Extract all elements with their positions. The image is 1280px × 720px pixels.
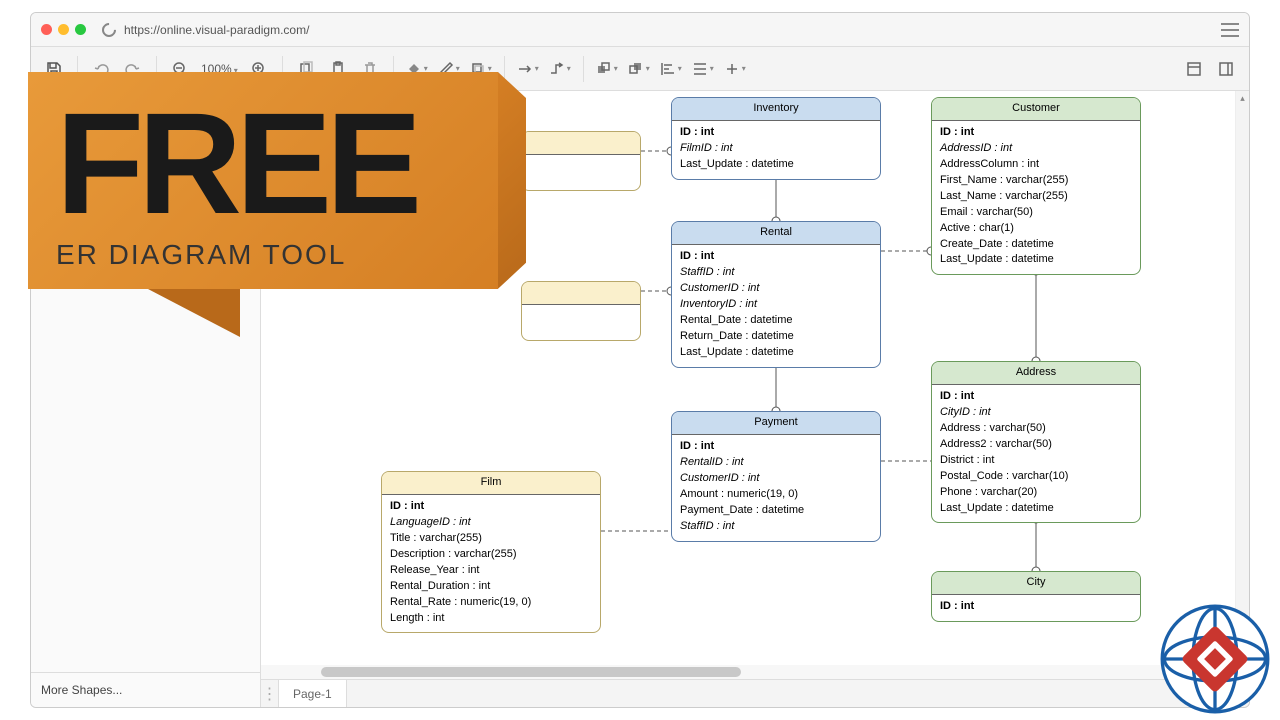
tab-drag-handle[interactable]: ⋮ — [261, 680, 279, 707]
entity-title: Address — [932, 362, 1140, 385]
attribute-row: Last_Name : varchar(255) — [940, 189, 1132, 205]
connector-button[interactable]: ▾ — [513, 54, 543, 84]
attribute-row: FilmID : int — [680, 141, 872, 157]
attribute-row: ID : int — [680, 439, 872, 455]
entity-title: Customer — [932, 98, 1140, 121]
attribute-row: StaffID : int — [680, 519, 872, 535]
entity-stub2[interactable] — [521, 281, 641, 341]
attribute-row: Postal_Code : varchar(10) — [940, 469, 1132, 485]
attribute-row: ID : int — [940, 389, 1132, 405]
reload-icon[interactable] — [99, 20, 119, 40]
toback-button[interactable]: ▾ — [624, 54, 654, 84]
vertical-scrollbar[interactable]: ▴ — [1235, 91, 1249, 665]
entity-title: Film — [382, 472, 600, 495]
attribute-row: Amount : numeric(19, 0) — [680, 487, 872, 503]
page-tabs: ⋮ Page-1 — [261, 679, 1249, 707]
entity-payment[interactable]: Payment ID : intRentalID : intCustomerID … — [671, 411, 881, 542]
attribute-row: Last_Update : datetime — [680, 157, 872, 173]
more-shapes-button[interactable]: More Shapes... — [31, 672, 260, 707]
add-button[interactable]: ▾ — [720, 54, 750, 84]
attribute-row: District : int — [940, 453, 1132, 469]
entity-title: Inventory — [672, 98, 880, 121]
waypoint-button[interactable]: ▾ — [545, 54, 575, 84]
attribute-row: RentalID : int — [680, 455, 872, 471]
attribute-row: ID : int — [940, 599, 1132, 615]
attribute-row: ID : int — [680, 249, 872, 265]
address-bar[interactable]: https://online.visual-paradigm.com/ — [124, 23, 1213, 37]
entity-city[interactable]: City ID : int — [931, 571, 1141, 622]
entity-title: City — [932, 572, 1140, 595]
attribute-row: Title : varchar(255) — [390, 531, 592, 547]
attribute-row: Rental_Rate : numeric(19, 0) — [390, 595, 592, 611]
attribute-row: Active : char(1) — [940, 221, 1132, 237]
attribute-row: Last_Update : datetime — [680, 345, 872, 361]
maximize-icon[interactable] — [75, 24, 86, 35]
entity-stub1[interactable] — [521, 131, 641, 191]
attribute-row: InventoryID : int — [680, 297, 872, 313]
close-icon[interactable] — [41, 24, 52, 35]
attribute-row: Last_Update : datetime — [940, 252, 1132, 268]
entity-rental[interactable]: Rental ID : intStaffID : intCustomerID : … — [671, 221, 881, 368]
attribute-row: Payment_Date : datetime — [680, 503, 872, 519]
attribute-row: LanguageID : int — [390, 515, 592, 531]
minimize-icon[interactable] — [58, 24, 69, 35]
tab-page-1[interactable]: Page-1 — [279, 680, 347, 707]
attribute-row: Description : varchar(255) — [390, 547, 592, 563]
attribute-row: AddressColumn : int — [940, 157, 1132, 173]
attribute-row: CityID : int — [940, 405, 1132, 421]
promo-banner: FREE ER DIAGRAM TOOL — [28, 72, 498, 337]
entity-title: Payment — [672, 412, 880, 435]
promo-headline: FREE — [56, 96, 470, 233]
attribute-row: Email : varchar(50) — [940, 205, 1132, 221]
distribute-button[interactable]: ▾ — [688, 54, 718, 84]
window-controls — [41, 24, 86, 35]
horizontal-scrollbar[interactable] — [261, 665, 1229, 679]
entity-title: Rental — [672, 222, 880, 245]
align-button[interactable]: ▾ — [656, 54, 686, 84]
attribute-row: CustomerID : int — [680, 281, 872, 297]
format-panel-button[interactable] — [1211, 54, 1241, 84]
entity-customer[interactable]: Customer ID : intAddressID : intAddressCo… — [931, 97, 1141, 275]
attribute-row: Rental_Duration : int — [390, 579, 592, 595]
tofront-button[interactable]: ▾ — [592, 54, 622, 84]
attribute-row: Rental_Date : datetime — [680, 313, 872, 329]
attribute-row: CustomerID : int — [680, 471, 872, 487]
attribute-row: Address2 : varchar(50) — [940, 437, 1132, 453]
entity-film[interactable]: Film ID : intLanguageID : intTitle : varc… — [381, 471, 601, 633]
attribute-row: ID : int — [390, 499, 592, 515]
attribute-row: Phone : varchar(20) — [940, 485, 1132, 501]
attribute-row: StaffID : int — [680, 265, 872, 281]
attribute-row: Address : varchar(50) — [940, 421, 1132, 437]
attribute-row: Return_Date : datetime — [680, 329, 872, 345]
attribute-row: First_Name : varchar(255) — [940, 173, 1132, 189]
attribute-row: ID : int — [680, 125, 872, 141]
browser-titlebar: https://online.visual-paradigm.com/ — [31, 13, 1249, 47]
entity-address[interactable]: Address ID : intCityID : intAddress : var… — [931, 361, 1141, 523]
attribute-row: AddressID : int — [940, 141, 1132, 157]
outline-button[interactable] — [1179, 54, 1209, 84]
attribute-row: Last_Update : datetime — [940, 501, 1132, 517]
menu-icon[interactable] — [1221, 23, 1239, 37]
attribute-row: ID : int — [940, 125, 1132, 141]
vp-logo-icon — [1160, 604, 1270, 714]
attribute-row: Length : int — [390, 611, 592, 627]
attribute-row: Create_Date : datetime — [940, 237, 1132, 253]
entity-inventory[interactable]: Inventory ID : intFilmID : intLast_Update… — [671, 97, 881, 180]
attribute-row: Release_Year : int — [390, 563, 592, 579]
